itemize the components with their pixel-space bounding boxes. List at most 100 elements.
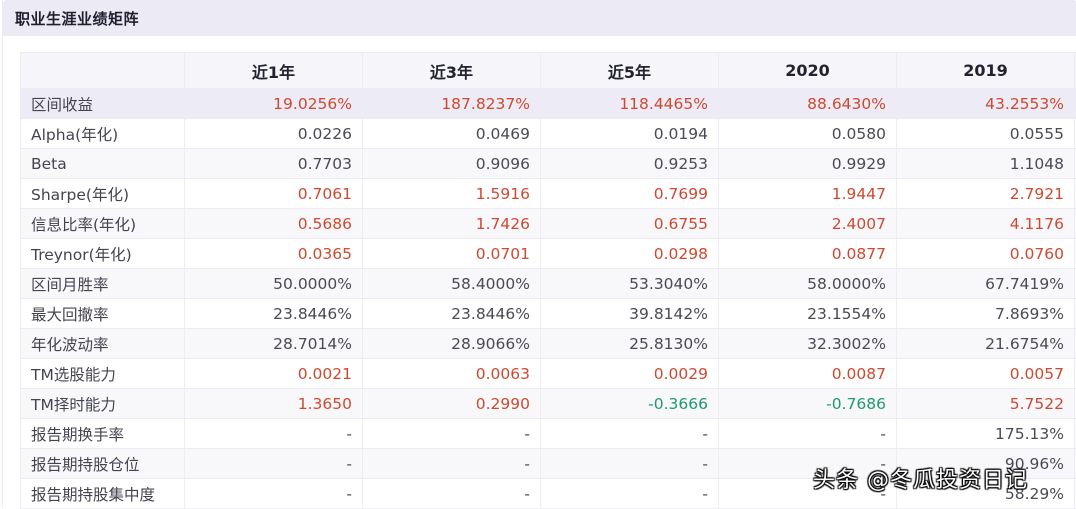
cell-value: -	[541, 449, 719, 479]
cell-value: -	[185, 419, 363, 449]
cell-value: -	[541, 479, 719, 509]
cell-value: 19.0256%	[185, 89, 363, 119]
cell-value: 43.2553%	[897, 89, 1075, 119]
cell-value: 58.4000%	[363, 269, 541, 299]
cell-value: -0.7686	[719, 389, 897, 419]
cell-value: -	[185, 449, 363, 479]
cell-value: 0.7699	[541, 179, 719, 209]
cell-value: 0.0087	[719, 359, 897, 389]
cell-value: 90.96%	[897, 449, 1075, 479]
cell-value: -	[719, 479, 897, 509]
cell-value: 0.0877	[719, 239, 897, 269]
cell-value: 0.0194	[541, 119, 719, 149]
cell-value: 28.9066%	[363, 329, 541, 359]
row-label: TM择时能力	[21, 389, 185, 419]
cell-value: 1.3650	[185, 389, 363, 419]
cell-value: 118.4465%	[541, 89, 719, 119]
cell-value: 21.6754%	[897, 329, 1075, 359]
row-label: TM选股能力	[21, 359, 185, 389]
cell-value: 0.0057	[897, 359, 1075, 389]
row-label: 报告期持股集中度	[21, 479, 185, 509]
cell-value: 67.7419%	[897, 269, 1075, 299]
cell-value: 0.7703	[185, 149, 363, 179]
cell-value: 23.8446%	[185, 299, 363, 329]
cell-value: 1.1048	[897, 149, 1075, 179]
cell-value: 28.7014%	[185, 329, 363, 359]
cell-value: 0.0298	[541, 239, 719, 269]
cell-value: -	[185, 479, 363, 509]
cell-value: 0.9929	[719, 149, 897, 179]
row-label: Beta	[21, 149, 185, 179]
table-row: 报告期持股集中度----58.29%	[21, 479, 1076, 509]
row-label: Sharpe(年化)	[21, 179, 185, 209]
cell-value: 4.1176	[897, 209, 1075, 239]
column-header-metric	[21, 53, 185, 89]
cell-value: 58.29%	[897, 479, 1075, 509]
row-label: 区间月胜率	[21, 269, 185, 299]
cell-value: -	[363, 449, 541, 479]
table-row: 报告期持股仓位----90.96%	[21, 449, 1076, 479]
cell-value: 39.8142%	[541, 299, 719, 329]
panel-header: 职业生涯业绩矩阵	[3, 0, 1076, 36]
column-header-1y[interactable]: 近1年	[185, 53, 363, 89]
column-header-2020[interactable]: 2020	[719, 53, 897, 89]
column-header-2019[interactable]: 2019	[897, 53, 1075, 89]
row-label: 信息比率(年化)	[21, 209, 185, 239]
row-label: 最大回撤率	[21, 299, 185, 329]
row-label: 区间收益	[21, 89, 185, 119]
column-header-5y[interactable]: 近5年	[541, 53, 719, 89]
row-label: 年化波动率	[21, 329, 185, 359]
cell-value: 88.6430%	[719, 89, 897, 119]
cell-value: 0.0021	[185, 359, 363, 389]
cell-value: 0.0365	[185, 239, 363, 269]
cell-value: 0.0555	[897, 119, 1075, 149]
cell-value: 5.7522	[897, 389, 1075, 419]
cell-value: 0.5686	[185, 209, 363, 239]
row-label: 报告期持股仓位	[21, 449, 185, 479]
cell-value: 2.4007	[719, 209, 897, 239]
row-label: Treynor(年化)	[21, 239, 185, 269]
cell-value: 1.9447	[719, 179, 897, 209]
cell-value: -	[719, 449, 897, 479]
cell-value: 23.8446%	[363, 299, 541, 329]
cell-value: 0.0469	[363, 119, 541, 149]
cell-value: 0.0029	[541, 359, 719, 389]
cell-value: 58.0000%	[719, 269, 897, 299]
cell-value: 0.0580	[719, 119, 897, 149]
cell-value: -	[541, 419, 719, 449]
cell-value: 32.3002%	[719, 329, 897, 359]
cell-value: 0.0701	[363, 239, 541, 269]
cell-value: 0.7061	[185, 179, 363, 209]
cell-value: 25.8130%	[541, 329, 719, 359]
cell-value: 187.8237%	[363, 89, 541, 119]
cell-value: -	[719, 419, 897, 449]
cell-value: -	[363, 419, 541, 449]
cell-value: -	[363, 479, 541, 509]
cell-value: 0.2990	[363, 389, 541, 419]
cell-value: 23.1554%	[719, 299, 897, 329]
cell-value: 0.6755	[541, 209, 719, 239]
cell-value: 0.0226	[185, 119, 363, 149]
cell-value: 2.7921	[897, 179, 1075, 209]
cell-value: -0.3666	[541, 389, 719, 419]
cell-value: 175.13%	[897, 419, 1075, 449]
cell-value: 0.0063	[363, 359, 541, 389]
row-label: 报告期换手率	[21, 419, 185, 449]
cell-value: 1.7426	[363, 209, 541, 239]
cell-value: 7.8693%	[897, 299, 1075, 329]
row-label: Alpha(年化)	[21, 119, 185, 149]
column-header-3y[interactable]: 近3年	[363, 53, 541, 89]
cell-value: 50.0000%	[185, 269, 363, 299]
